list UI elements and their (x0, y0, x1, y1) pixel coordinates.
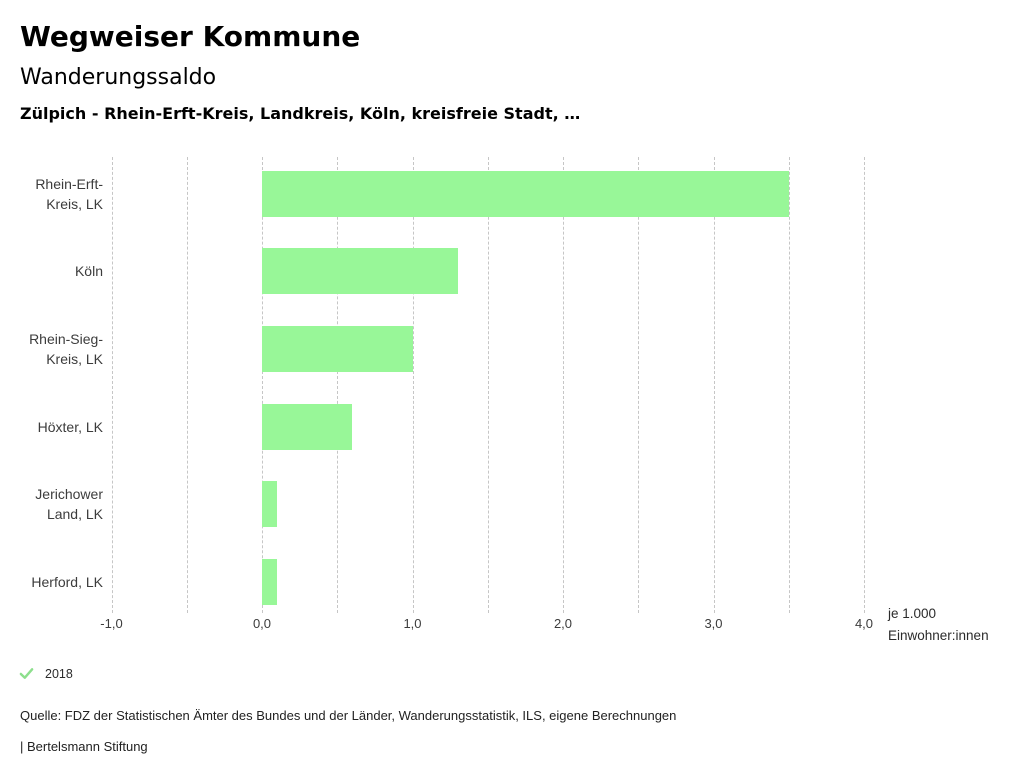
category-label: Rhein-Sieg-Kreis, LK (29, 330, 103, 367)
bar (262, 558, 278, 605)
category-label: Rhein-Erft-Kreis, LK (35, 175, 103, 212)
bar (262, 403, 353, 450)
chart-subtitle: Zülpich - Rhein-Erft-Kreis, Landkreis, K… (20, 104, 581, 123)
gridline (337, 157, 339, 613)
x-tick-label: 0,0 (252, 616, 272, 631)
x-tick-label: 1,0 (403, 616, 422, 631)
bar (262, 481, 278, 528)
x-tick-label: 4,0 (854, 616, 874, 631)
chart-row: Rhein-Sieg-Kreis, LK (0, 310, 1024, 388)
gridline (487, 157, 489, 613)
x-axis: -1,0 0,0 1,0 2,0 3,0 4,0 (0, 616, 1024, 636)
gridline (713, 157, 715, 613)
chart-row: Höxter, LK (0, 388, 1024, 466)
legend-year-label: 2018 (45, 666, 73, 681)
category-label: Köln (74, 263, 103, 280)
axis-unit-line-1: je 1.000 (888, 606, 937, 621)
legend-item-2018[interactable]: 2018 (19, 666, 73, 681)
bar-chart: Rhein-Erft-Kreis, LK Köln Rhein-Sieg-Kreis… (0, 155, 1024, 621)
category-label: Jerichower Land, LK (35, 486, 103, 523)
app-title: Wegweiser Kommune (20, 20, 361, 53)
source-text: Quelle: FDZ der Statistischen Ämter des … (20, 708, 677, 723)
bar (262, 248, 458, 295)
bar (262, 170, 789, 217)
category-label: Herford, LK (31, 573, 103, 590)
gridline (563, 157, 564, 613)
gridline (262, 157, 263, 613)
chart-row: Jerichower Land, LK (0, 465, 1024, 543)
gridline (412, 157, 414, 613)
chart-row: Köln (0, 233, 1024, 311)
x-tick-label: -1,0 (100, 616, 123, 631)
category-label: Höxter, LK (37, 418, 103, 435)
gridline (638, 157, 640, 613)
bar (262, 325, 413, 372)
gridline (864, 157, 865, 613)
axis-unit-line-2: Einwohner:innen (888, 627, 989, 643)
gridline (788, 157, 790, 613)
branding-text: | Bertelsmann Stiftung (20, 739, 148, 754)
chart-row: Rhein-Erft-Kreis, LK (0, 155, 1024, 233)
x-tick-label: 2,0 (553, 616, 573, 631)
axis-unit-label: je 1.000 Einwohner:innen (888, 603, 989, 646)
gridline (111, 157, 113, 613)
chart-row: Herford, LK (0, 543, 1024, 621)
gridline (186, 157, 188, 613)
check-icon (19, 666, 34, 681)
chart-title: Wanderungssaldo (20, 65, 217, 90)
x-tick-label: 3,0 (704, 616, 723, 631)
